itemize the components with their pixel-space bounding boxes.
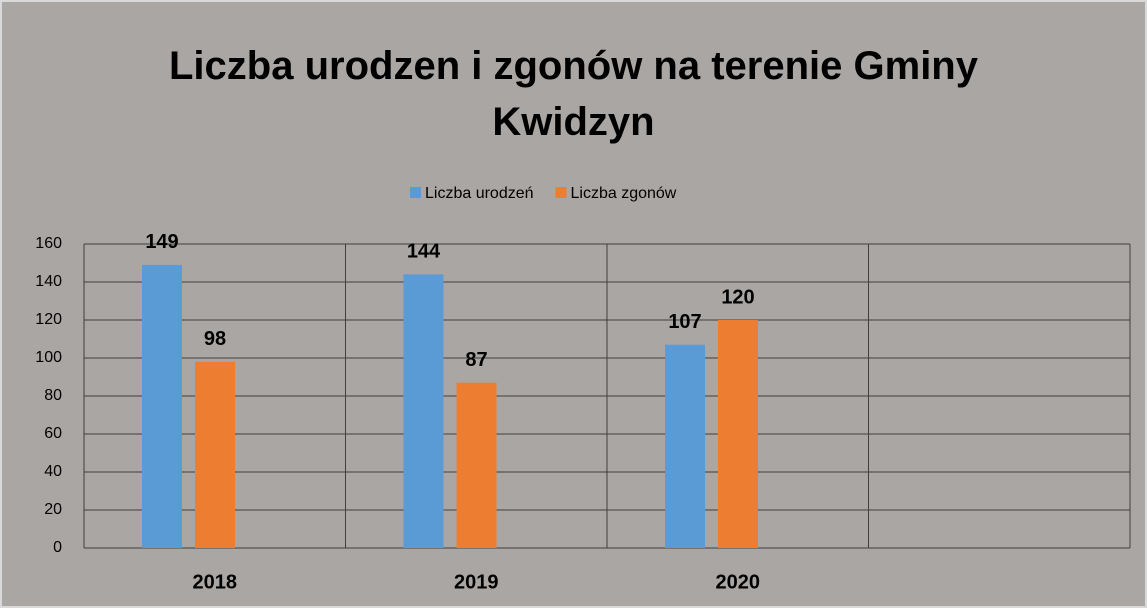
data-label: 98 [204, 328, 226, 350]
x-tick-label: 2020 [716, 571, 761, 593]
chart-title: Liczba urodzen i zgonów na terenie Gminy… [169, 44, 978, 144]
data-label: 120 [721, 286, 754, 308]
legend-label: Liczba zgonów [571, 185, 677, 202]
data-label: 107 [668, 311, 701, 333]
y-tick-label: 120 [35, 311, 62, 328]
y-tick-label: 140 [35, 273, 62, 290]
y-tick-label: 80 [44, 387, 62, 404]
legend-swatch [555, 187, 567, 198]
x-tick-label: 2018 [193, 571, 238, 593]
bar [456, 382, 497, 548]
x-tick-label: 2019 [454, 571, 499, 593]
y-tick-label: 60 [44, 425, 62, 442]
data-label: 87 [465, 349, 487, 371]
y-tick-label: 160 [35, 235, 62, 252]
y-tick-label: 100 [35, 349, 62, 366]
data-label: 144 [407, 241, 441, 263]
bar [195, 361, 235, 548]
data-label: 149 [145, 231, 178, 253]
bar [142, 264, 182, 548]
legend-label: Liczba urodzeń [425, 185, 534, 202]
bar [403, 274, 444, 548]
bar [665, 344, 705, 548]
bar [718, 320, 758, 548]
y-tick-label: 20 [44, 501, 62, 518]
legend-swatch [410, 187, 421, 198]
y-tick-label: 40 [44, 463, 62, 480]
y-tick-label: 0 [53, 539, 62, 556]
